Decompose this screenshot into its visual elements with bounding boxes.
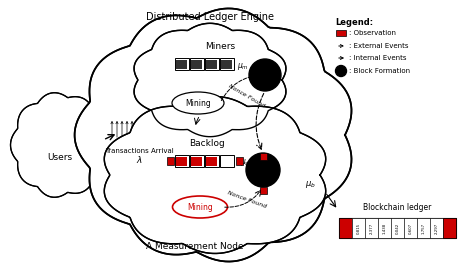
Text: Distributed Ledger Engine: Distributed Ledger Engine: [146, 12, 274, 22]
Bar: [220, 155, 234, 167]
Bar: [352, 218, 365, 238]
Text: Transactions Arrival: Transactions Arrival: [105, 148, 173, 154]
Bar: [443, 218, 456, 238]
Bar: [260, 187, 267, 194]
Bar: [339, 218, 456, 238]
Text: Users: Users: [47, 153, 73, 162]
Bar: [190, 58, 204, 70]
Bar: [260, 153, 267, 160]
Bar: [167, 157, 174, 165]
Text: : Observation: : Observation: [349, 30, 396, 36]
Ellipse shape: [173, 196, 228, 218]
Text: Blockchain ledger: Blockchain ledger: [363, 203, 432, 212]
Polygon shape: [134, 23, 286, 137]
Text: Nonce Found: Nonce Found: [227, 191, 267, 209]
Bar: [190, 155, 204, 167]
Bar: [236, 157, 243, 165]
Ellipse shape: [172, 92, 224, 114]
Text: Nonce Found: Nonce Found: [228, 83, 266, 108]
Text: $\mu_s$: $\mu_s$: [240, 157, 250, 167]
Text: 1.438: 1.438: [383, 222, 386, 234]
Bar: [205, 155, 219, 167]
Circle shape: [246, 153, 280, 187]
Text: Mining: Mining: [187, 202, 213, 211]
Circle shape: [249, 59, 281, 91]
Text: $\mu_b$: $\mu_b$: [305, 179, 315, 190]
Bar: [391, 218, 404, 238]
Bar: [175, 58, 189, 70]
Bar: [336, 30, 346, 36]
Bar: [404, 218, 417, 238]
Text: Mining: Mining: [185, 99, 211, 108]
Bar: [176, 157, 188, 165]
Bar: [191, 157, 202, 165]
Text: : Block Formation: : Block Formation: [349, 68, 410, 74]
Bar: [207, 60, 218, 69]
Polygon shape: [74, 8, 352, 262]
Text: $\mu_m$: $\mu_m$: [237, 62, 249, 73]
Bar: [378, 218, 391, 238]
Bar: [175, 155, 189, 167]
Text: 0.815: 0.815: [356, 222, 361, 234]
Text: A Measurement Node: A Measurement Node: [146, 242, 244, 251]
Bar: [191, 60, 202, 69]
Text: Miners: Miners: [205, 42, 235, 51]
Bar: [176, 60, 188, 69]
Text: 2.377: 2.377: [370, 222, 374, 234]
Bar: [221, 60, 233, 69]
Polygon shape: [104, 97, 326, 253]
Bar: [220, 58, 234, 70]
Bar: [207, 157, 218, 165]
Bar: [430, 218, 443, 238]
Text: : External Events: : External Events: [349, 43, 409, 49]
Text: Legend:: Legend:: [335, 18, 373, 27]
Text: 1.757: 1.757: [421, 222, 426, 234]
Text: Backlog: Backlog: [189, 139, 225, 148]
Bar: [417, 218, 430, 238]
Text: : Internal Events: : Internal Events: [349, 55, 407, 61]
Polygon shape: [10, 93, 108, 197]
Bar: [365, 218, 378, 238]
Text: 2.297: 2.297: [435, 222, 438, 234]
Text: 0.042: 0.042: [395, 222, 400, 234]
Circle shape: [336, 66, 346, 76]
Text: 0.607: 0.607: [409, 222, 412, 234]
Bar: [205, 58, 219, 70]
Text: λ: λ: [137, 156, 142, 165]
Bar: [339, 218, 352, 238]
